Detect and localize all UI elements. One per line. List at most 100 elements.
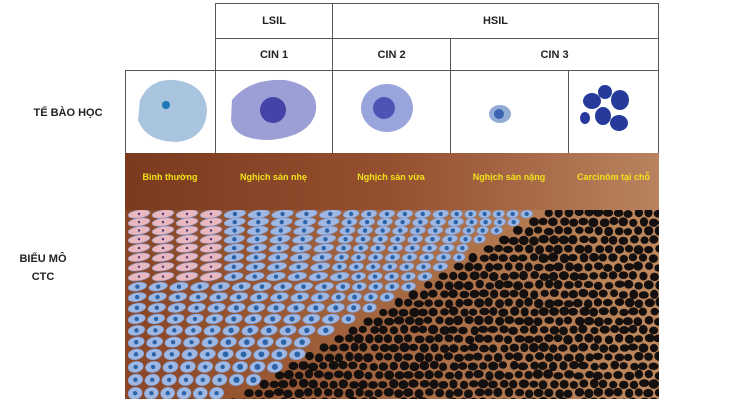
carcinoma-cell [424,370,434,380]
carcinoma-cell [629,397,637,399]
carcinoma-cell [621,398,626,399]
cell-nucleus [285,327,291,334]
cell-nucleus [441,255,446,260]
cell-nucleus [236,294,242,300]
carcinoma-cell [469,271,480,281]
carcinoma-cell [655,297,659,307]
carcinoma-cell [643,388,654,398]
carcinoma-cell [375,371,384,380]
carcinoma-cell [610,325,620,333]
carcinoma-cell [638,253,648,262]
cell-nucleus [137,246,141,250]
carcinoma-cell [485,371,494,381]
carcinoma-cell [338,379,349,389]
carcinoma-cell [538,342,549,352]
carcinoma-cell [544,299,555,309]
carcinoma-cell [298,378,309,388]
cell-nucleus [415,228,420,233]
carcinoma-cell [534,352,545,361]
stage-mild-dysplasia: Nghịch sản nhẹ [239,172,307,182]
carcinoma-cell [563,226,573,235]
cell-nucleus [175,294,181,300]
carcinoma-cell [530,308,539,317]
carcinoma-cell [599,397,607,399]
carcinoma-cell [658,382,659,385]
carcinoma-cell [485,282,495,290]
cell-nucleus [299,339,305,345]
carcinoma-cell [602,299,613,307]
carcinoma-cell [483,334,493,343]
carcinoma-cell [638,291,649,299]
cell-nucleus [406,274,411,279]
carcinoma-cell [581,397,588,399]
cell-nucleus [200,377,206,383]
carcinoma-cell [629,380,639,390]
carcinoma-cell [509,343,520,352]
carcinoma-cell [383,387,394,397]
carcinoma-cell [609,289,619,298]
carcinoma-cell [563,316,573,325]
carcinoma-cell [619,344,630,352]
cell-nucleus [313,305,319,311]
cell-nucleus [134,294,140,300]
cell-nucleus [407,255,412,260]
carcinoma-cell [459,344,469,353]
carcinoma-cell [475,279,484,289]
cell-nucleus [463,236,468,242]
carcinoma-cell [458,326,468,335]
carcinoma-cell [593,262,604,271]
carcinoma-cell [623,210,633,218]
carcinoma-cell [639,271,648,281]
cell-nucleus [209,275,213,278]
carcinoma-cell [429,360,439,370]
carcinoma-cell [559,361,568,371]
carcinoma-cell [409,362,420,372]
carcinoma-cell [443,352,454,360]
carcinoma-cell [468,308,478,316]
cell-nucleus [161,229,165,232]
carcinoma-cell [569,380,578,389]
carcinoma-cell [563,281,574,290]
cell-nucleus [362,228,368,233]
cell-nucleus [168,364,173,370]
carcinoma-cell [414,352,425,363]
carcinoma-cell [484,388,493,397]
carcinoma-cell [447,326,458,334]
carcinoma-cell [657,220,659,225]
carcinoma-cell [474,315,484,326]
cell-nucleus [209,265,213,268]
carcinoma-cell [460,397,467,399]
carcinoma-cell [518,235,529,246]
carcinoma-cell [494,244,504,253]
carcinoma-cell [564,210,574,218]
cell-nucleus [433,228,438,233]
cell-nucleus [524,211,529,217]
carcinoma-cell [593,387,604,397]
carcinoma-cell [640,397,649,399]
cell-nucleus [358,245,363,251]
carcinoma-cell [590,397,598,399]
carcinoma-cell [604,388,614,397]
cell-nucleus [166,377,172,383]
carcinoma-cell [289,378,298,388]
carcinoma-cell [574,388,585,397]
cell-nucleus [392,245,398,251]
carcinoma-cell [578,288,589,298]
cell-nucleus [480,228,485,233]
carcinoma-cell [485,262,494,272]
carcinoma-cell [424,299,433,307]
carcinoma-cell [604,226,614,237]
carcinoma-cell [403,298,413,307]
carcinoma-cell [524,297,533,307]
carcinoma-cell [648,254,658,263]
carcinoma-cell [487,325,498,334]
carcinoma-cell [498,361,508,369]
epithelium-label: BIỂU MÔ CTC [18,250,68,286]
cell-nucleus [244,339,250,345]
carcinoma-cell [414,389,424,399]
carcinoma-cell [634,299,644,308]
cell-nucleus [181,391,187,396]
cell-nucleus [240,351,247,358]
carcinoma-cell [563,244,573,253]
carcinoma-cell [378,325,388,335]
